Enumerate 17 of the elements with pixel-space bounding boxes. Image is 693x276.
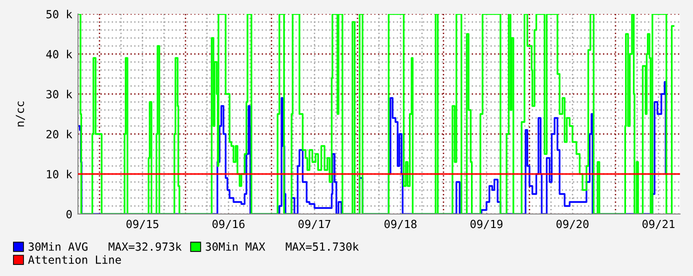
x-tick-label: 09/18 (384, 220, 417, 230)
legend-label: Attention Line (28, 255, 121, 264)
x-tick-label: 09/19 (470, 220, 502, 230)
y-tick-label: 20 k (46, 130, 72, 138)
x-tick-label: 09/20 (556, 220, 589, 230)
x-tick-label: 09/16 (212, 220, 245, 230)
x-tick-label: 09/15 (126, 220, 158, 230)
y-tick-label: 50 k (46, 10, 72, 18)
x-tick-label: 09/17 (298, 220, 330, 230)
y-tick-label: 40 k (46, 50, 72, 58)
legend-label: 30Min MAX MAX=51.730k (206, 242, 359, 251)
x-tick-label: 09/21 (642, 220, 674, 230)
y-tick-label: 30 k (46, 90, 72, 98)
y-tick-label: 0 (66, 210, 72, 218)
y-axis-title: n/cc (16, 102, 25, 126)
legend-label: 30Min AVG MAX=32.973k (28, 242, 182, 251)
y-tick-label: 10 k (47, 170, 72, 178)
